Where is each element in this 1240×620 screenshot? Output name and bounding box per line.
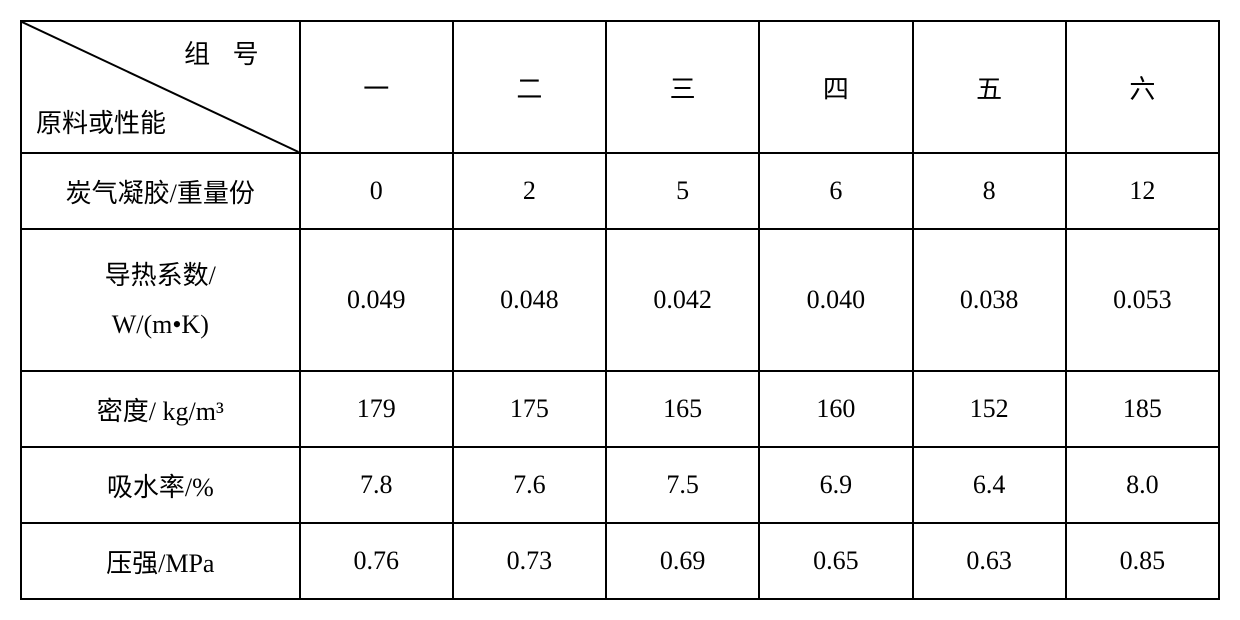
table-row: 密度/ kg/m³ 179 175 165 160 152 185 <box>21 371 1219 447</box>
table-cell: 7.6 <box>453 447 606 523</box>
table-cell: 0.73 <box>453 523 606 599</box>
corner-top-label: 组 号 <box>184 34 267 71</box>
column-header: 六 <box>1066 21 1219 153</box>
column-header: 三 <box>606 21 759 153</box>
row-label: 炭气凝胶/重量份 <box>21 153 300 229</box>
corner-header-cell: 组 号 原料或性能 <box>21 21 300 153</box>
table-cell: 165 <box>606 371 759 447</box>
table-cell: 7.5 <box>606 447 759 523</box>
table-cell: 0.049 <box>300 229 453 371</box>
column-header: 二 <box>453 21 606 153</box>
table-row: 炭气凝胶/重量份 0 2 5 6 8 12 <box>21 153 1219 229</box>
column-header: 四 <box>759 21 912 153</box>
row-label: 压强/MPa <box>21 523 300 599</box>
data-table: 组 号 原料或性能 一 二 三 四 五 六 炭气凝胶/重量份 0 2 5 6 8… <box>20 20 1220 600</box>
table-cell: 2 <box>453 153 606 229</box>
table-cell: 160 <box>759 371 912 447</box>
table-row: 导热系数/W/(m•K) 0.049 0.048 0.042 0.040 0.0… <box>21 229 1219 371</box>
table-cell: 5 <box>606 153 759 229</box>
table-cell: 8.0 <box>1066 447 1219 523</box>
table-cell: 0.053 <box>1066 229 1219 371</box>
column-header: 一 <box>300 21 453 153</box>
table-row: 压强/MPa 0.76 0.73 0.69 0.65 0.63 0.85 <box>21 523 1219 599</box>
row-label: 密度/ kg/m³ <box>21 371 300 447</box>
table-cell: 0.76 <box>300 523 453 599</box>
row-label: 吸水率/% <box>21 447 300 523</box>
table-cell: 6.9 <box>759 447 912 523</box>
table-row: 吸水率/% 7.8 7.6 7.5 6.9 6.4 8.0 <box>21 447 1219 523</box>
table-cell: 7.8 <box>300 447 453 523</box>
table-cell: 0.85 <box>1066 523 1219 599</box>
table-cell: 6 <box>759 153 912 229</box>
table-cell: 0.040 <box>759 229 912 371</box>
table-cell: 6.4 <box>913 447 1066 523</box>
table-cell: 0.63 <box>913 523 1066 599</box>
table-cell: 185 <box>1066 371 1219 447</box>
table-cell: 12 <box>1066 153 1219 229</box>
table-cell: 0.65 <box>759 523 912 599</box>
table-cell: 8 <box>913 153 1066 229</box>
table-cell: 0.042 <box>606 229 759 371</box>
table-cell: 0.048 <box>453 229 606 371</box>
table-cell: 0 <box>300 153 453 229</box>
table-cell: 152 <box>913 371 1066 447</box>
table-cell: 179 <box>300 371 453 447</box>
row-label: 导热系数/W/(m•K) <box>21 229 300 371</box>
table-cell: 175 <box>453 371 606 447</box>
corner-bottom-label: 原料或性能 <box>36 103 166 140</box>
table-cell: 0.038 <box>913 229 1066 371</box>
table-cell: 0.69 <box>606 523 759 599</box>
table-header-row: 组 号 原料或性能 一 二 三 四 五 六 <box>21 21 1219 153</box>
column-header: 五 <box>913 21 1066 153</box>
